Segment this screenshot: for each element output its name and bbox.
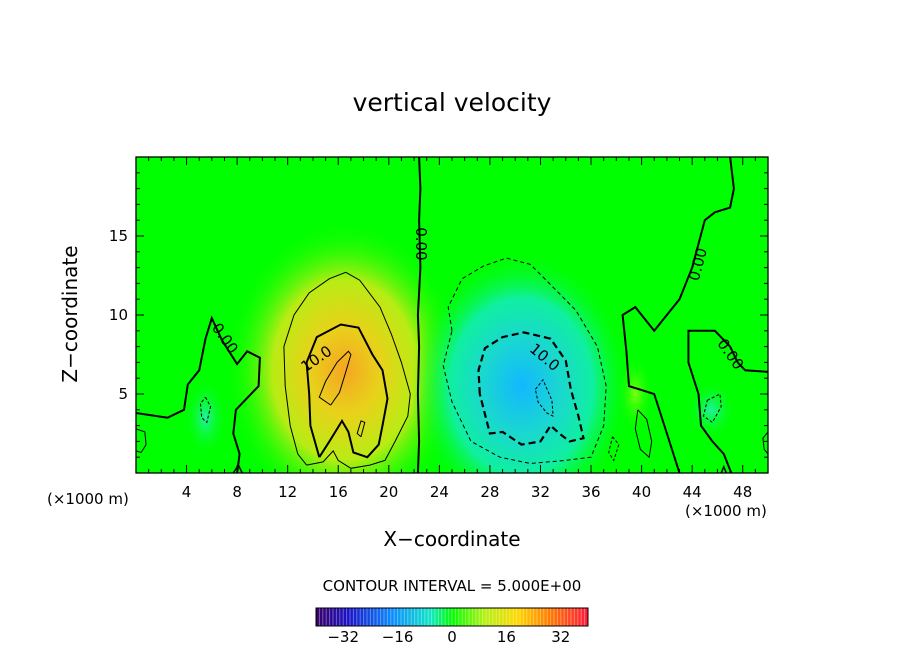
contour-line — [318, 350, 352, 406]
y-tick-label: 15 — [109, 227, 128, 245]
contour-line — [283, 271, 411, 469]
contour-line — [634, 409, 653, 459]
colorbar-tick-label: 0 — [447, 628, 457, 646]
x-tick-label: 12 — [278, 483, 297, 501]
y-axis-ticks: 5 10 15 — [109, 172, 768, 458]
updraft-field — [224, 220, 465, 473]
x-axis-ticks: 4 8 12 16 20 24 28 32 36 40 44 48 — [148, 157, 756, 501]
contour-line — [136, 315, 261, 473]
contour-line — [702, 393, 722, 424]
x-tick-label: 44 — [683, 483, 702, 501]
contour-line — [534, 378, 554, 417]
x-tick-label: 48 — [733, 483, 752, 501]
contour-line — [442, 257, 607, 465]
y-axis-label: Z−coordinate — [58, 245, 82, 383]
field-layer — [183, 220, 737, 473]
contour-line — [356, 420, 366, 438]
x-tick-label: 32 — [531, 483, 550, 501]
x-unit-label-left: (×1000 m) — [47, 490, 129, 508]
y-tick-label: 10 — [109, 306, 128, 324]
x-tick-label: 8 — [232, 483, 242, 501]
x-tick-label: 20 — [379, 483, 398, 501]
colorbar-tick-label: −32 — [327, 628, 359, 646]
chart-title: vertical velocity — [352, 88, 552, 117]
minor-field — [617, 354, 654, 434]
downdraft-field — [411, 251, 632, 473]
x-unit-label-right: (×1000 m) — [685, 502, 767, 520]
y-tick-label: 5 — [118, 385, 128, 403]
colorbar: −32 −16 0 16 32 — [315, 607, 589, 646]
x-tick-label: 36 — [581, 483, 600, 501]
colorbar-tick-label: 16 — [497, 628, 516, 646]
colorbar-gradient — [316, 608, 588, 626]
contour-line — [687, 329, 768, 473]
x-tick-label: 16 — [329, 483, 348, 501]
contour-layer — [136, 157, 768, 473]
contour-line — [232, 463, 243, 473]
contour-line — [608, 436, 620, 462]
minor-field — [686, 379, 737, 440]
x-tick-label: 28 — [480, 483, 499, 501]
x-tick-label: 40 — [632, 483, 651, 501]
contour-line — [416, 157, 422, 473]
x-axis-label: X−coordinate — [383, 527, 521, 551]
x-tick-label: 24 — [430, 483, 449, 501]
contour-line — [199, 396, 212, 424]
colorbar-frame — [315, 607, 589, 627]
x-tick-label: 4 — [182, 483, 192, 501]
colorbar-tick-label: −16 — [382, 628, 414, 646]
contour-line — [720, 464, 727, 473]
contour-label: 0.00 — [412, 227, 430, 260]
contour-interval-label: CONTOUR INTERVAL = 5.000E+00 — [322, 577, 582, 595]
contour-line — [136, 428, 147, 454]
minor-field — [183, 377, 228, 458]
colorbar-tick-label: 32 — [551, 628, 570, 646]
contour-line — [621, 157, 735, 473]
contour-line — [762, 431, 768, 455]
contour-line — [305, 323, 389, 459]
contour-line — [477, 331, 585, 446]
